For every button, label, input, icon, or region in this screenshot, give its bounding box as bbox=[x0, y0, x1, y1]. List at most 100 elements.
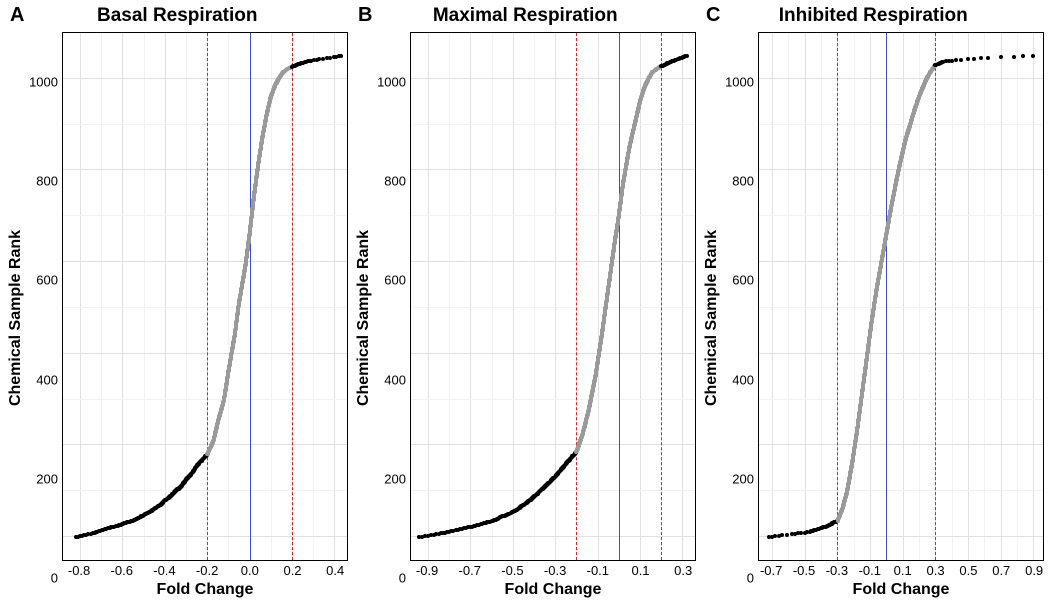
plot-area bbox=[758, 32, 1044, 561]
gridline-h bbox=[759, 261, 1043, 262]
x-tick-label: 0.2 bbox=[283, 563, 301, 578]
x-tick-label: 0.0 bbox=[241, 563, 259, 578]
x-axis-label: Fold Change bbox=[758, 581, 1044, 603]
cutoff-line bbox=[837, 33, 838, 560]
gridline-h bbox=[411, 78, 695, 79]
tickmark-y bbox=[62, 536, 63, 537]
y-tick-label: 800 bbox=[732, 173, 754, 188]
gridline-v bbox=[772, 33, 773, 560]
x-tick-label: -0.5 bbox=[501, 563, 523, 578]
x-tick-label: -0.9 bbox=[416, 563, 438, 578]
gridline-h bbox=[63, 124, 347, 125]
data-point bbox=[785, 533, 789, 537]
panel-title-row: BMaximal Respiration bbox=[354, 4, 696, 32]
gridline-h bbox=[63, 78, 347, 79]
y-axis-label: Chemical Sample Rank bbox=[703, 229, 721, 405]
gridline-h bbox=[759, 444, 1043, 445]
y-tick-label: 200 bbox=[384, 471, 406, 486]
y-tick-label: 1000 bbox=[29, 74, 58, 89]
tickmark-y bbox=[758, 444, 759, 445]
gridline-v bbox=[968, 33, 969, 560]
data-point bbox=[979, 56, 983, 60]
y-tick-label: 1000 bbox=[725, 74, 754, 89]
gridline-v bbox=[144, 33, 145, 560]
gridline-v bbox=[492, 33, 493, 560]
y-axis-label-col: Chemical Sample Rank bbox=[354, 32, 374, 603]
y-axis-label: Chemical Sample Rank bbox=[355, 229, 373, 405]
y-tick-label: 600 bbox=[36, 273, 58, 288]
x-tick-label: 0.1 bbox=[631, 563, 649, 578]
cutoff-line bbox=[661, 33, 662, 560]
y-tick-label: 0 bbox=[399, 571, 406, 586]
panel-title-row: CInhibited Respiration bbox=[702, 4, 1044, 32]
gridline-h bbox=[63, 261, 347, 262]
data-point bbox=[999, 55, 1003, 59]
y-tick-label: 200 bbox=[732, 471, 754, 486]
gridline-h bbox=[63, 399, 347, 400]
tickmark-y bbox=[62, 444, 63, 445]
gridline-v bbox=[682, 33, 683, 560]
cutoff-line bbox=[576, 33, 577, 560]
tickmark-y bbox=[758, 169, 759, 170]
x-tick-row: -0.8-0.6-0.4-0.20.00.20.4 bbox=[62, 561, 348, 581]
tickmark-y bbox=[62, 78, 63, 79]
gridline-v bbox=[80, 33, 81, 560]
gridline-v bbox=[513, 33, 514, 560]
data-point bbox=[1021, 54, 1025, 58]
cutoff-line bbox=[935, 33, 936, 560]
panel-a: ABasal RespirationChemical Sample Rank02… bbox=[6, 4, 348, 603]
y-tick-label: 200 bbox=[36, 471, 58, 486]
tickmark-y bbox=[410, 78, 411, 79]
tickmark-y bbox=[62, 169, 63, 170]
x-tick-label: 0.3 bbox=[926, 563, 944, 578]
gridline-h bbox=[411, 307, 695, 308]
tickmark-y bbox=[758, 261, 759, 262]
tickmark-y bbox=[62, 353, 63, 354]
y-axis-label: Chemical Sample Rank bbox=[7, 229, 25, 405]
gridline-h bbox=[759, 169, 1043, 170]
x-tick-label: 0.7 bbox=[992, 563, 1010, 578]
gridline-v bbox=[903, 33, 904, 560]
data-point bbox=[685, 54, 689, 58]
gridline-v bbox=[984, 33, 985, 560]
gridline-v bbox=[640, 33, 641, 560]
y-tick-col: 02004006008001000 bbox=[374, 32, 410, 603]
panel-title: Maximal Respiration bbox=[378, 5, 672, 27]
plot-col: -0.9-0.7-0.5-0.3-0.10.10.3Fold Change bbox=[410, 32, 696, 603]
y-tick-label: 600 bbox=[732, 273, 754, 288]
x-tick-label: -0.4 bbox=[153, 563, 175, 578]
y-tick-label: 400 bbox=[732, 372, 754, 387]
data-point bbox=[339, 54, 343, 58]
x-tick-label: 0.9 bbox=[1025, 563, 1043, 578]
gridline-h bbox=[411, 124, 695, 125]
x-tick-label: 0.5 bbox=[959, 563, 977, 578]
gridline-v bbox=[428, 33, 429, 560]
gridline-v bbox=[165, 33, 166, 560]
x-tick-label: -0.2 bbox=[196, 563, 218, 578]
figure-row: A Basal Respiration Chemical Sample Rank 0 2… bbox=[0, 0, 1050, 605]
tickmark-y bbox=[758, 353, 759, 354]
x-tick-label: -0.7 bbox=[459, 563, 481, 578]
gridline-h bbox=[63, 215, 347, 216]
data-point bbox=[780, 533, 784, 537]
gridline-h bbox=[63, 536, 347, 537]
gridline-h bbox=[411, 169, 695, 170]
gridline-h bbox=[411, 399, 695, 400]
x-tick-row: -0.9-0.7-0.5-0.3-0.10.10.3 bbox=[410, 561, 696, 581]
x-tick-label: -0.3 bbox=[826, 563, 848, 578]
gridline-h bbox=[411, 261, 695, 262]
x-tick-label: 0.4 bbox=[326, 563, 344, 578]
gridline-h bbox=[759, 215, 1043, 216]
center-line bbox=[886, 33, 887, 560]
gridline-h bbox=[759, 32, 1043, 33]
plot-cell: Chemical Sample Rank02004006008001000-0.… bbox=[354, 32, 696, 603]
panel-title: Basal Respiration bbox=[30, 5, 324, 27]
gridline-h bbox=[411, 32, 695, 33]
gridline-v bbox=[870, 33, 871, 560]
gridline-h bbox=[411, 215, 695, 216]
data-point bbox=[959, 58, 963, 62]
panel-letter: A bbox=[10, 4, 24, 27]
cutoff-line bbox=[207, 33, 208, 560]
gridline-h bbox=[63, 32, 347, 33]
x-tick-row: -0.7-0.5-0.3-0.10.10.30.50.70.9 bbox=[758, 561, 1044, 581]
